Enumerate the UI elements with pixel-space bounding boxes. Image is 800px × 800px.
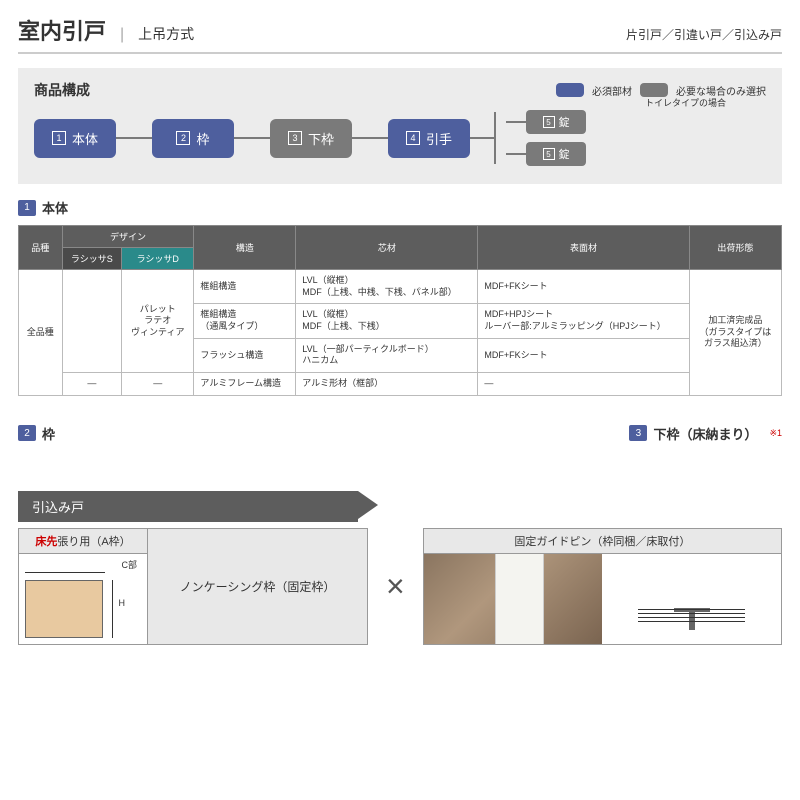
section-2-head: 2 枠 (18, 424, 55, 443)
section-1-head: 1 本体 (18, 198, 782, 217)
flow-box-3: 3下枠 (270, 119, 352, 158)
header-right-text: 片引戸／引違い戸／引込み戸 (626, 26, 782, 43)
panel-a: 床先張り用（A枠） C部 H (18, 528, 148, 645)
panel-c: 固定ガイドピン（枠同梱／床取付） (423, 528, 782, 645)
composition-title: 商品構成 (34, 80, 90, 100)
toilet-note: トイレタイプの場合 (645, 96, 726, 109)
page-title: 室内引戸 (18, 14, 106, 46)
page-header: 室内引戸 | 上吊方式 片引戸／引違い戸／引込み戸 (18, 14, 782, 54)
flow-box-4: 4引手 (388, 119, 470, 158)
section-3-note: ※1 (769, 428, 782, 439)
section-1-title: 本体 (42, 198, 68, 217)
page-subtitle: 上吊方式 (138, 24, 194, 44)
arrow-banner: 引込み戸 (18, 491, 358, 522)
legend-required-label: 必須部材 (592, 83, 632, 98)
panel-b: ノンケーシング枠（固定枠） (148, 528, 368, 645)
x-mark: × (368, 568, 423, 605)
section-1-badge: 1 (18, 200, 36, 216)
bottom-row: 床先張り用（A枠） C部 H ノンケーシング枠（固定枠） × 固定ガイドピン（枠… (18, 528, 782, 645)
pin-diagram (602, 554, 781, 644)
section-3-head: 3 下枠（床納まり） ※1 (629, 424, 782, 443)
flow-box-2: 2枠 (152, 119, 234, 158)
wall-rect (25, 580, 103, 638)
flow-box-1: 1本体 (34, 119, 116, 158)
divider: | (120, 26, 124, 44)
spec-table: 品種 デザイン 構造 芯材 表面材 出荷形態 ラシッサS ラシッサD 全品種 パ… (18, 225, 782, 396)
flow-box-5b: 5錠 (526, 142, 586, 166)
composition-panel: 商品構成 必須部材 必要な場合のみ選択 トイレタイプの場合 1本体 2枠 3下枠… (18, 68, 782, 184)
legend-swatch-optional (640, 83, 668, 97)
composition-flow: 1本体 2枠 3下枠 4引手 5錠 5錠 (34, 110, 766, 166)
floor-photo (424, 554, 603, 644)
legend-swatch-required (556, 83, 584, 97)
flow-box-5a: 5錠 (526, 110, 586, 134)
